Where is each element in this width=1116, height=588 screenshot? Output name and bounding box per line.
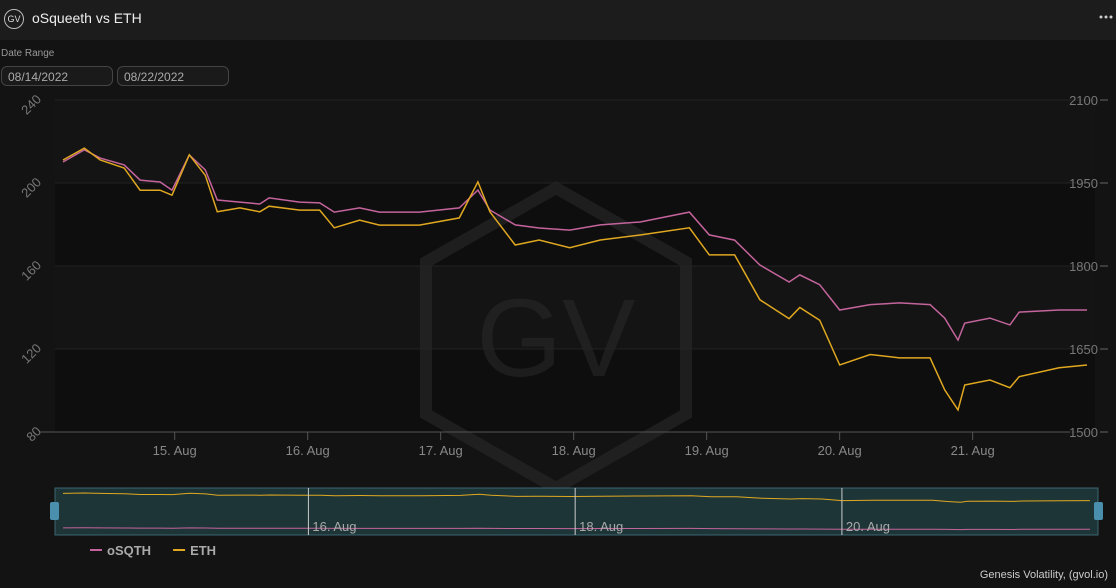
navigator-handle[interactable] (50, 502, 59, 520)
x-tick-label: 16. Aug (286, 443, 330, 458)
navigator-line (62, 527, 1090, 531)
y2-tick-label: 1800 (1069, 259, 1098, 274)
header: GV oSqueeth vs ETH (0, 0, 1116, 40)
plot-band (55, 266, 1095, 349)
start-date-input[interactable]: 08/14/2022 (1, 66, 113, 86)
legend-label: oSQTH (107, 543, 151, 558)
navigator-handle[interactable] (1094, 502, 1103, 520)
y2-tick-label: 1950 (1069, 176, 1098, 191)
header-icon: GV (4, 9, 24, 29)
y-tick-label: 80 (23, 424, 44, 445)
menu-button[interactable] (1098, 14, 1114, 20)
y2-tick-label: 1650 (1069, 342, 1098, 357)
header-title: oSqueeth vs ETH (32, 10, 142, 26)
x-tick-label: 17. Aug (419, 443, 463, 458)
legend-label: ETH (190, 543, 216, 558)
legend-item[interactable]: ETH (173, 543, 216, 558)
plot-band (55, 349, 1095, 432)
x-tick-label: 21. Aug (951, 443, 995, 458)
y-tick-label: 240 (18, 92, 44, 118)
y-tick-label: 200 (18, 175, 44, 201)
x-tick-label: 15. Aug (153, 443, 197, 458)
legend-item[interactable]: oSQTH (90, 543, 151, 558)
navigator-tick-label: 18. Aug (579, 519, 623, 534)
y-tick-label: 120 (18, 341, 44, 367)
end-date-input[interactable]: 08/22/2022 (117, 66, 229, 86)
y2-tick-label: 1500 (1069, 425, 1098, 440)
navigator (54, 487, 1099, 536)
series-line (62, 147, 1088, 412)
x-tick-label: 18. Aug (552, 443, 596, 458)
x-tick-label: 20. Aug (818, 443, 862, 458)
navigator-tick-label: 16. Aug (312, 519, 356, 534)
date-range-label: Date Range (1, 48, 55, 59)
watermark-text: GV (477, 277, 636, 400)
series-line (62, 148, 1087, 342)
x-tick-label: 19. Aug (685, 443, 729, 458)
plot-band (55, 100, 1095, 183)
y-tick-label: 160 (18, 258, 44, 284)
credit: Genesis Volatility, (gvol.io) (980, 569, 1108, 581)
navigator-line (62, 492, 1091, 503)
navigator-tick-label: 20. Aug (846, 519, 890, 534)
y2-tick-label: 2100 (1069, 93, 1098, 108)
